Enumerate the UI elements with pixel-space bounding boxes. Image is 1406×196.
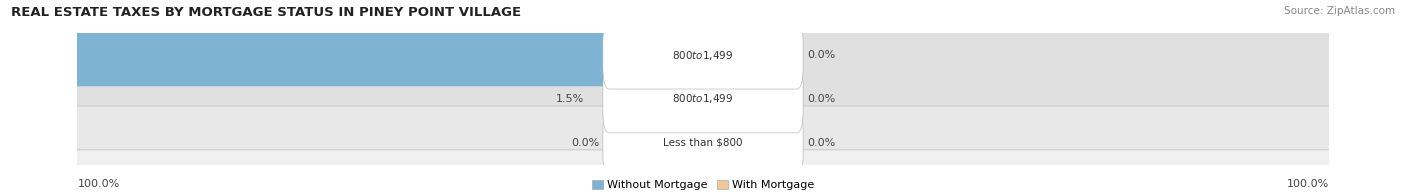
- FancyBboxPatch shape: [0, 24, 709, 86]
- Text: 0.0%: 0.0%: [807, 94, 835, 104]
- FancyBboxPatch shape: [603, 21, 803, 89]
- FancyBboxPatch shape: [679, 68, 709, 130]
- Text: 0.0%: 0.0%: [571, 138, 599, 148]
- Text: $800 to $1,499: $800 to $1,499: [672, 49, 734, 62]
- FancyBboxPatch shape: [67, 5, 1339, 106]
- FancyBboxPatch shape: [603, 109, 803, 177]
- FancyBboxPatch shape: [67, 48, 1339, 150]
- Text: 0.0%: 0.0%: [807, 50, 835, 60]
- Text: $800 to $1,499: $800 to $1,499: [672, 93, 734, 105]
- Text: 100.0%: 100.0%: [77, 179, 120, 189]
- Legend: Without Mortgage, With Mortgage: Without Mortgage, With Mortgage: [592, 180, 814, 191]
- FancyBboxPatch shape: [603, 65, 803, 133]
- Text: 1.5%: 1.5%: [555, 94, 583, 104]
- Text: Less than $800: Less than $800: [664, 138, 742, 148]
- FancyBboxPatch shape: [67, 92, 1339, 193]
- Text: Source: ZipAtlas.com: Source: ZipAtlas.com: [1284, 6, 1395, 16]
- Text: 100.0%: 100.0%: [1286, 179, 1329, 189]
- Text: REAL ESTATE TAXES BY MORTGAGE STATUS IN PINEY POINT VILLAGE: REAL ESTATE TAXES BY MORTGAGE STATUS IN …: [11, 6, 522, 19]
- Text: 0.0%: 0.0%: [807, 138, 835, 148]
